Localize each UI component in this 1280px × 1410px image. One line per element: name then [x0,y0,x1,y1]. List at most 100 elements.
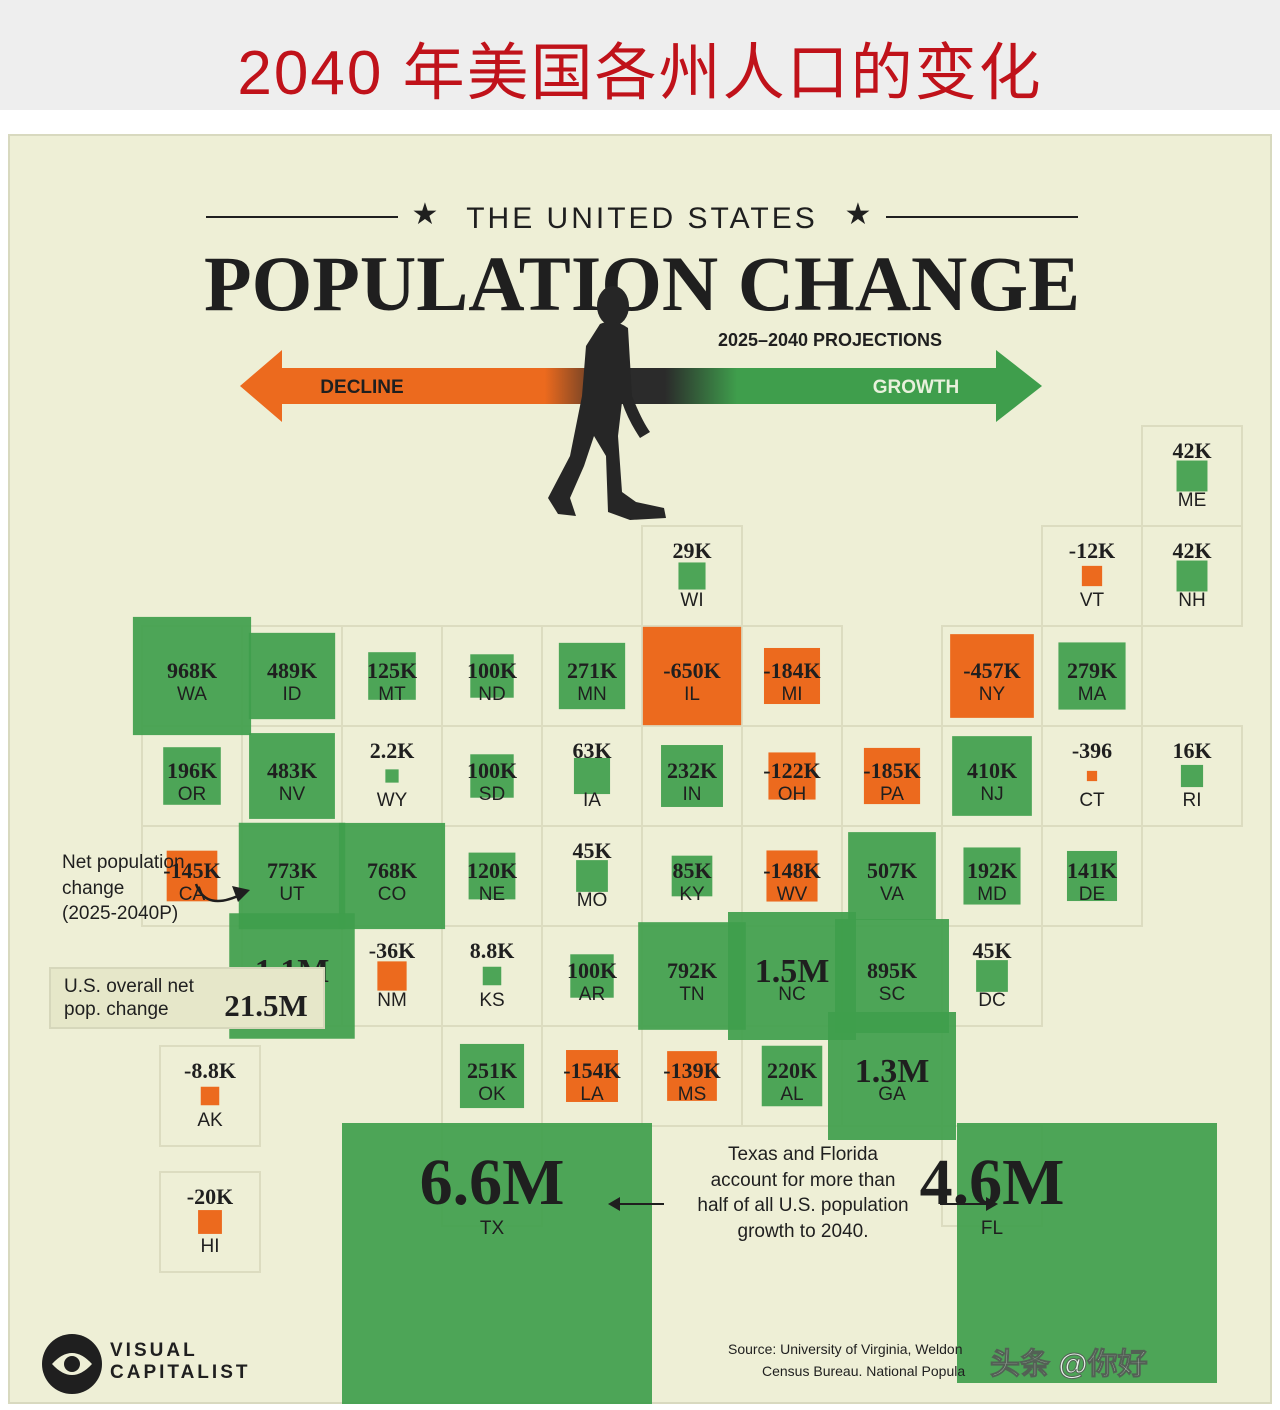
value-square-md [963,847,1021,905]
value-label-la: -154K [563,1058,620,1083]
value-square-ri [1180,764,1204,788]
value-square-ma [1058,642,1126,710]
state-code-ms: MS [678,1084,707,1105]
state-code-ny: NY [979,684,1006,705]
net-change-note-line: change [62,878,124,899]
value-square-wa [132,616,252,736]
state-code-ks: KS [479,990,504,1011]
value-label-mt: 125K [367,658,417,683]
value-label-nc: 1.5M [755,953,830,990]
state-code-wv: WV [777,884,808,905]
value-square-ks [482,966,502,986]
value-label-ne: 120K [467,858,517,883]
value-label-nv: 483K [267,758,317,783]
state-code-nj: NJ [980,784,1003,805]
value-label-co: 768K [367,858,417,883]
tx-fl-note-line: Texas and Florida [728,1144,878,1165]
value-square-nd [470,654,514,698]
tx-fl-note-line: account for more than [711,1170,896,1191]
value-label-ut: 773K [267,858,317,883]
value-label-nd: 100K [467,658,517,683]
value-square-wi [678,562,706,590]
state-code-va: VA [880,884,904,905]
state-code-ak: AK [197,1110,223,1131]
state-code-ct: CT [1079,790,1105,811]
state-code-la: LA [580,1084,604,1105]
value-square-ok [459,1043,525,1109]
value-label-ct: -396 [1072,738,1112,763]
state-code-nh: NH [1178,590,1205,611]
value-label-ms: -139K [663,1058,720,1083]
decline-label: DECLINE [320,377,403,398]
visual-capitalist-logo: VISUAL CAPITALIST [42,1334,247,1394]
state-code-pa: PA [880,784,904,805]
value-square-nj [952,736,1032,816]
star-icon: ★ [845,198,872,231]
value-square-nv [249,733,335,819]
value-square-tx [342,1123,652,1404]
chart-title: POPULATION CHANGE [204,240,1080,327]
value-label-sd: 100K [467,758,517,783]
value-label-ky: 85K [672,858,711,883]
value-label-oh: -122K [763,758,820,783]
value-square-la [566,1050,618,1102]
state-code-vt: VT [1080,590,1105,611]
source-line: Source: University of Virginia, Weldon [728,1341,962,1357]
state-tile-dc [941,925,1043,1027]
value-label-md: 192K [967,858,1017,883]
state-code-md: MD [977,884,1007,905]
value-label-wv: -148K [763,858,820,883]
value-label-ma: 279K [1067,658,1117,683]
overall-value: 21.5M [224,988,308,1023]
value-square-ne [468,852,516,900]
state-code-hi: HI [201,1236,220,1257]
state-code-ar: AR [579,984,605,1005]
state-code-il: IL [684,684,700,705]
arrow-left-head-icon [608,1197,620,1211]
value-label-ga: 1.3M [855,1053,930,1090]
state-code-ma: MA [1078,684,1107,705]
state-code-me: ME [1178,490,1207,511]
value-square-mt [368,652,416,700]
value-label-tn: 792K [667,958,717,983]
state-code-wa: WA [177,684,207,705]
top-banner: 2040 年美国各州人口的变化 [0,0,1280,110]
value-square-id [248,632,336,720]
value-square-ak [200,1086,220,1106]
state-code-ri: RI [1183,790,1202,811]
value-square-in [661,745,723,807]
value-square-mi [763,647,821,705]
value-square-hi [198,1210,222,1234]
walking-person-icon [548,286,666,520]
state-code-wy: WY [377,790,408,811]
state-code-al: AL [780,1084,803,1105]
value-label-va: 507K [867,858,917,883]
arrow-head-icon [232,886,250,902]
growth-label: GROWTH [873,377,960,398]
value-square-fl [957,1123,1217,1383]
tx-fl-note-line: half of all U.S. population [697,1195,908,1216]
source-line: Census Bureau. National Popula [762,1363,965,1379]
state-code-ok: OK [478,1084,506,1105]
value-square-nh [1176,560,1208,592]
state-code-ne: NE [479,884,505,905]
value-square-mn [558,642,626,710]
state-code-sc: SC [879,984,905,1005]
overall-change-box: U.S. overall net pop. change 21.5M [49,967,325,1029]
value-label-nh: 42K [1172,538,1211,563]
value-square-ga [828,1012,956,1140]
value-label-ok: 251K [467,1058,517,1083]
value-square-ky [671,855,713,897]
value-square-me [1176,460,1208,492]
state-code-in: IN [683,784,702,805]
value-square-wy [385,769,399,783]
value-square-oh [768,752,816,800]
state-code-id: ID [283,684,302,705]
net-change-annotation: Net population change (2025-2040P) [62,852,250,924]
value-label-tx: 6.6M [420,1146,565,1219]
value-label-nm: -36K [369,938,415,963]
value-label-ks: 8.8K [470,938,515,963]
value-label-wi: 29K [672,538,711,563]
state-code-ut: UT [279,884,305,905]
state-code-de: DE [1079,884,1105,905]
